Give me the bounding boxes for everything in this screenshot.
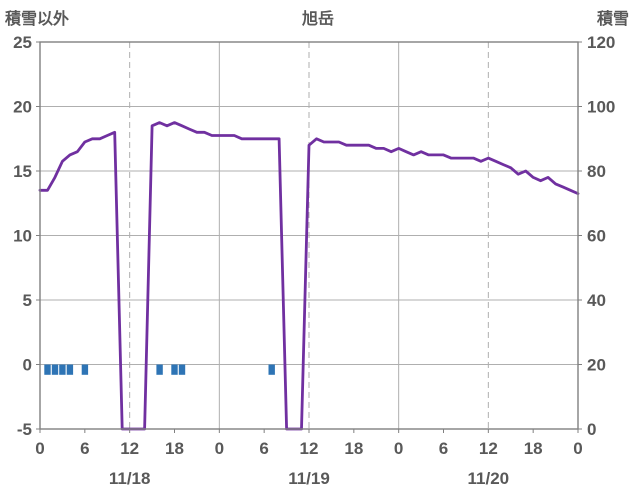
right-axis-tick-label: 60 bbox=[587, 227, 606, 246]
x-tick-label: 6 bbox=[259, 439, 268, 458]
non-snow-bar bbox=[171, 364, 178, 375]
x-tick-label: 12 bbox=[120, 439, 139, 458]
non-snow-bar bbox=[178, 364, 186, 375]
left-axis-tick-label: 15 bbox=[13, 162, 32, 181]
chart-title: 旭岳 bbox=[301, 11, 334, 28]
x-tick-label: 18 bbox=[165, 439, 184, 458]
x-tick-label: 6 bbox=[439, 439, 448, 458]
non-snow-bar bbox=[268, 364, 275, 375]
x-tick-label: 18 bbox=[524, 439, 543, 458]
left-axis-tick-label: 25 bbox=[13, 33, 32, 52]
non-snow-bar bbox=[66, 364, 74, 375]
left-axis-tick-label: 10 bbox=[13, 227, 32, 246]
x-tick-label: 12 bbox=[479, 439, 498, 458]
right-axis-tick-label: 100 bbox=[587, 98, 615, 117]
right-axis-tick-label: 120 bbox=[587, 33, 615, 52]
left-axis-tick-label: 20 bbox=[13, 98, 32, 117]
x-tick-label: 6 bbox=[80, 439, 89, 458]
right-axis-tick-label: 40 bbox=[587, 291, 606, 310]
x-tick-label: 0 bbox=[35, 439, 44, 458]
date-label: 11/18 bbox=[109, 469, 151, 488]
non-snow-bar bbox=[81, 364, 89, 375]
non-snow-bar bbox=[51, 364, 59, 375]
left-axis-tick-label: 0 bbox=[23, 356, 32, 375]
left-axis-title: 積雪以外 bbox=[5, 11, 70, 28]
non-snow-bar bbox=[44, 364, 51, 375]
x-tick-label: 0 bbox=[215, 439, 224, 458]
date-label: 11/19 bbox=[288, 469, 330, 488]
right-axis-tick-label: 0 bbox=[587, 420, 596, 439]
x-tick-label: 0 bbox=[394, 439, 403, 458]
date-label: 11/20 bbox=[468, 469, 510, 488]
right-axis-tick-label: 20 bbox=[587, 356, 606, 375]
x-tick-label: 18 bbox=[344, 439, 363, 458]
x-tick-label: 0 bbox=[573, 439, 582, 458]
left-axis-tick-label: -5 bbox=[17, 420, 32, 439]
right-axis-title: 積雪 bbox=[596, 11, 629, 28]
non-snow-bar bbox=[59, 364, 66, 375]
non-snow-bar bbox=[156, 364, 163, 375]
right-axis-tick-label: 80 bbox=[587, 162, 606, 181]
left-axis-tick-label: 5 bbox=[23, 291, 32, 310]
x-tick-label: 12 bbox=[300, 439, 319, 458]
